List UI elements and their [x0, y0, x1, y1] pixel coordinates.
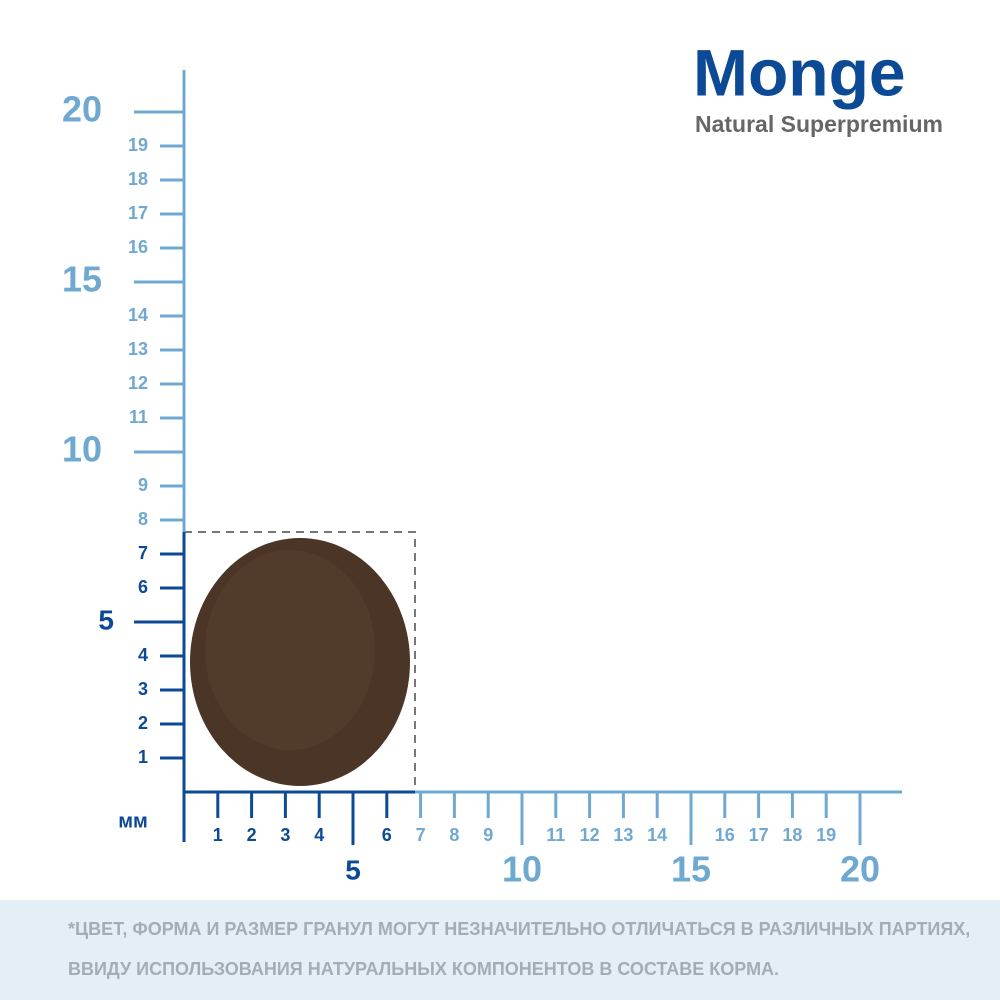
- x-major-label: 5: [345, 854, 361, 885]
- x-tick-label: 9: [483, 825, 493, 845]
- brand-tagline: Natural Superpremium: [695, 111, 943, 137]
- x-tick-label: 3: [280, 825, 290, 845]
- kibble-texture: [205, 550, 375, 750]
- y-tick-label: 3: [138, 679, 148, 699]
- y-tick-label: 11: [129, 407, 148, 427]
- y-tick-label: 6: [138, 577, 148, 597]
- y-tick-label: 2: [138, 713, 148, 733]
- y-tick-label: 13: [128, 339, 148, 359]
- x-tick-label: 11: [546, 825, 565, 845]
- y-tick-label: 17: [128, 203, 148, 223]
- x-tick-label: 6: [382, 825, 392, 845]
- footer-line: ВВИДУ ИСПОЛЬЗОВАНИЯ НАТУРАЛЬНЫХ КОМПОНЕН…: [68, 959, 779, 979]
- x-major-label: 20: [840, 849, 880, 890]
- y-tick-label: 19: [128, 135, 148, 155]
- y-tick-label: 8: [138, 509, 148, 529]
- y-tick-label: 1: [138, 747, 148, 767]
- y-major-label: 10: [62, 429, 102, 470]
- y-major-label: 20: [62, 89, 102, 130]
- x-tick-label: 4: [314, 825, 324, 845]
- y-major-label: 15: [62, 259, 102, 300]
- footer-line: *ЦВЕТ, ФОРМА И РАЗМЕР ГРАНУЛ МОГУТ НЕЗНА…: [68, 919, 970, 939]
- x-major-label: 10: [502, 849, 542, 890]
- x-tick-label: 7: [416, 825, 426, 845]
- y-tick-label: 18: [128, 169, 148, 189]
- x-tick-label: 2: [247, 825, 257, 845]
- y-tick-label: 16: [128, 237, 148, 257]
- y-tick-label: 12: [128, 373, 148, 393]
- x-tick-label: 17: [749, 825, 769, 845]
- x-tick-label: 18: [782, 825, 802, 845]
- y-tick-label: 14: [128, 305, 148, 325]
- x-tick-label: 8: [449, 825, 459, 845]
- x-tick-label: 13: [613, 825, 633, 845]
- x-tick-label: 14: [647, 825, 667, 845]
- x-tick-label: 16: [715, 825, 735, 845]
- y-tick-label: 4: [138, 645, 148, 665]
- y-major-label: 5: [98, 604, 114, 635]
- y-tick-label: 7: [138, 543, 148, 563]
- y-tick-label: 9: [138, 475, 148, 495]
- x-major-label: 15: [671, 849, 711, 890]
- x-tick-label: 12: [580, 825, 600, 845]
- footer-band: [0, 900, 1000, 1000]
- x-tick-label: 19: [816, 825, 836, 845]
- x-tick-label: 1: [213, 825, 223, 845]
- brand-name: Monge: [693, 35, 906, 109]
- unit-label: мм: [118, 810, 148, 832]
